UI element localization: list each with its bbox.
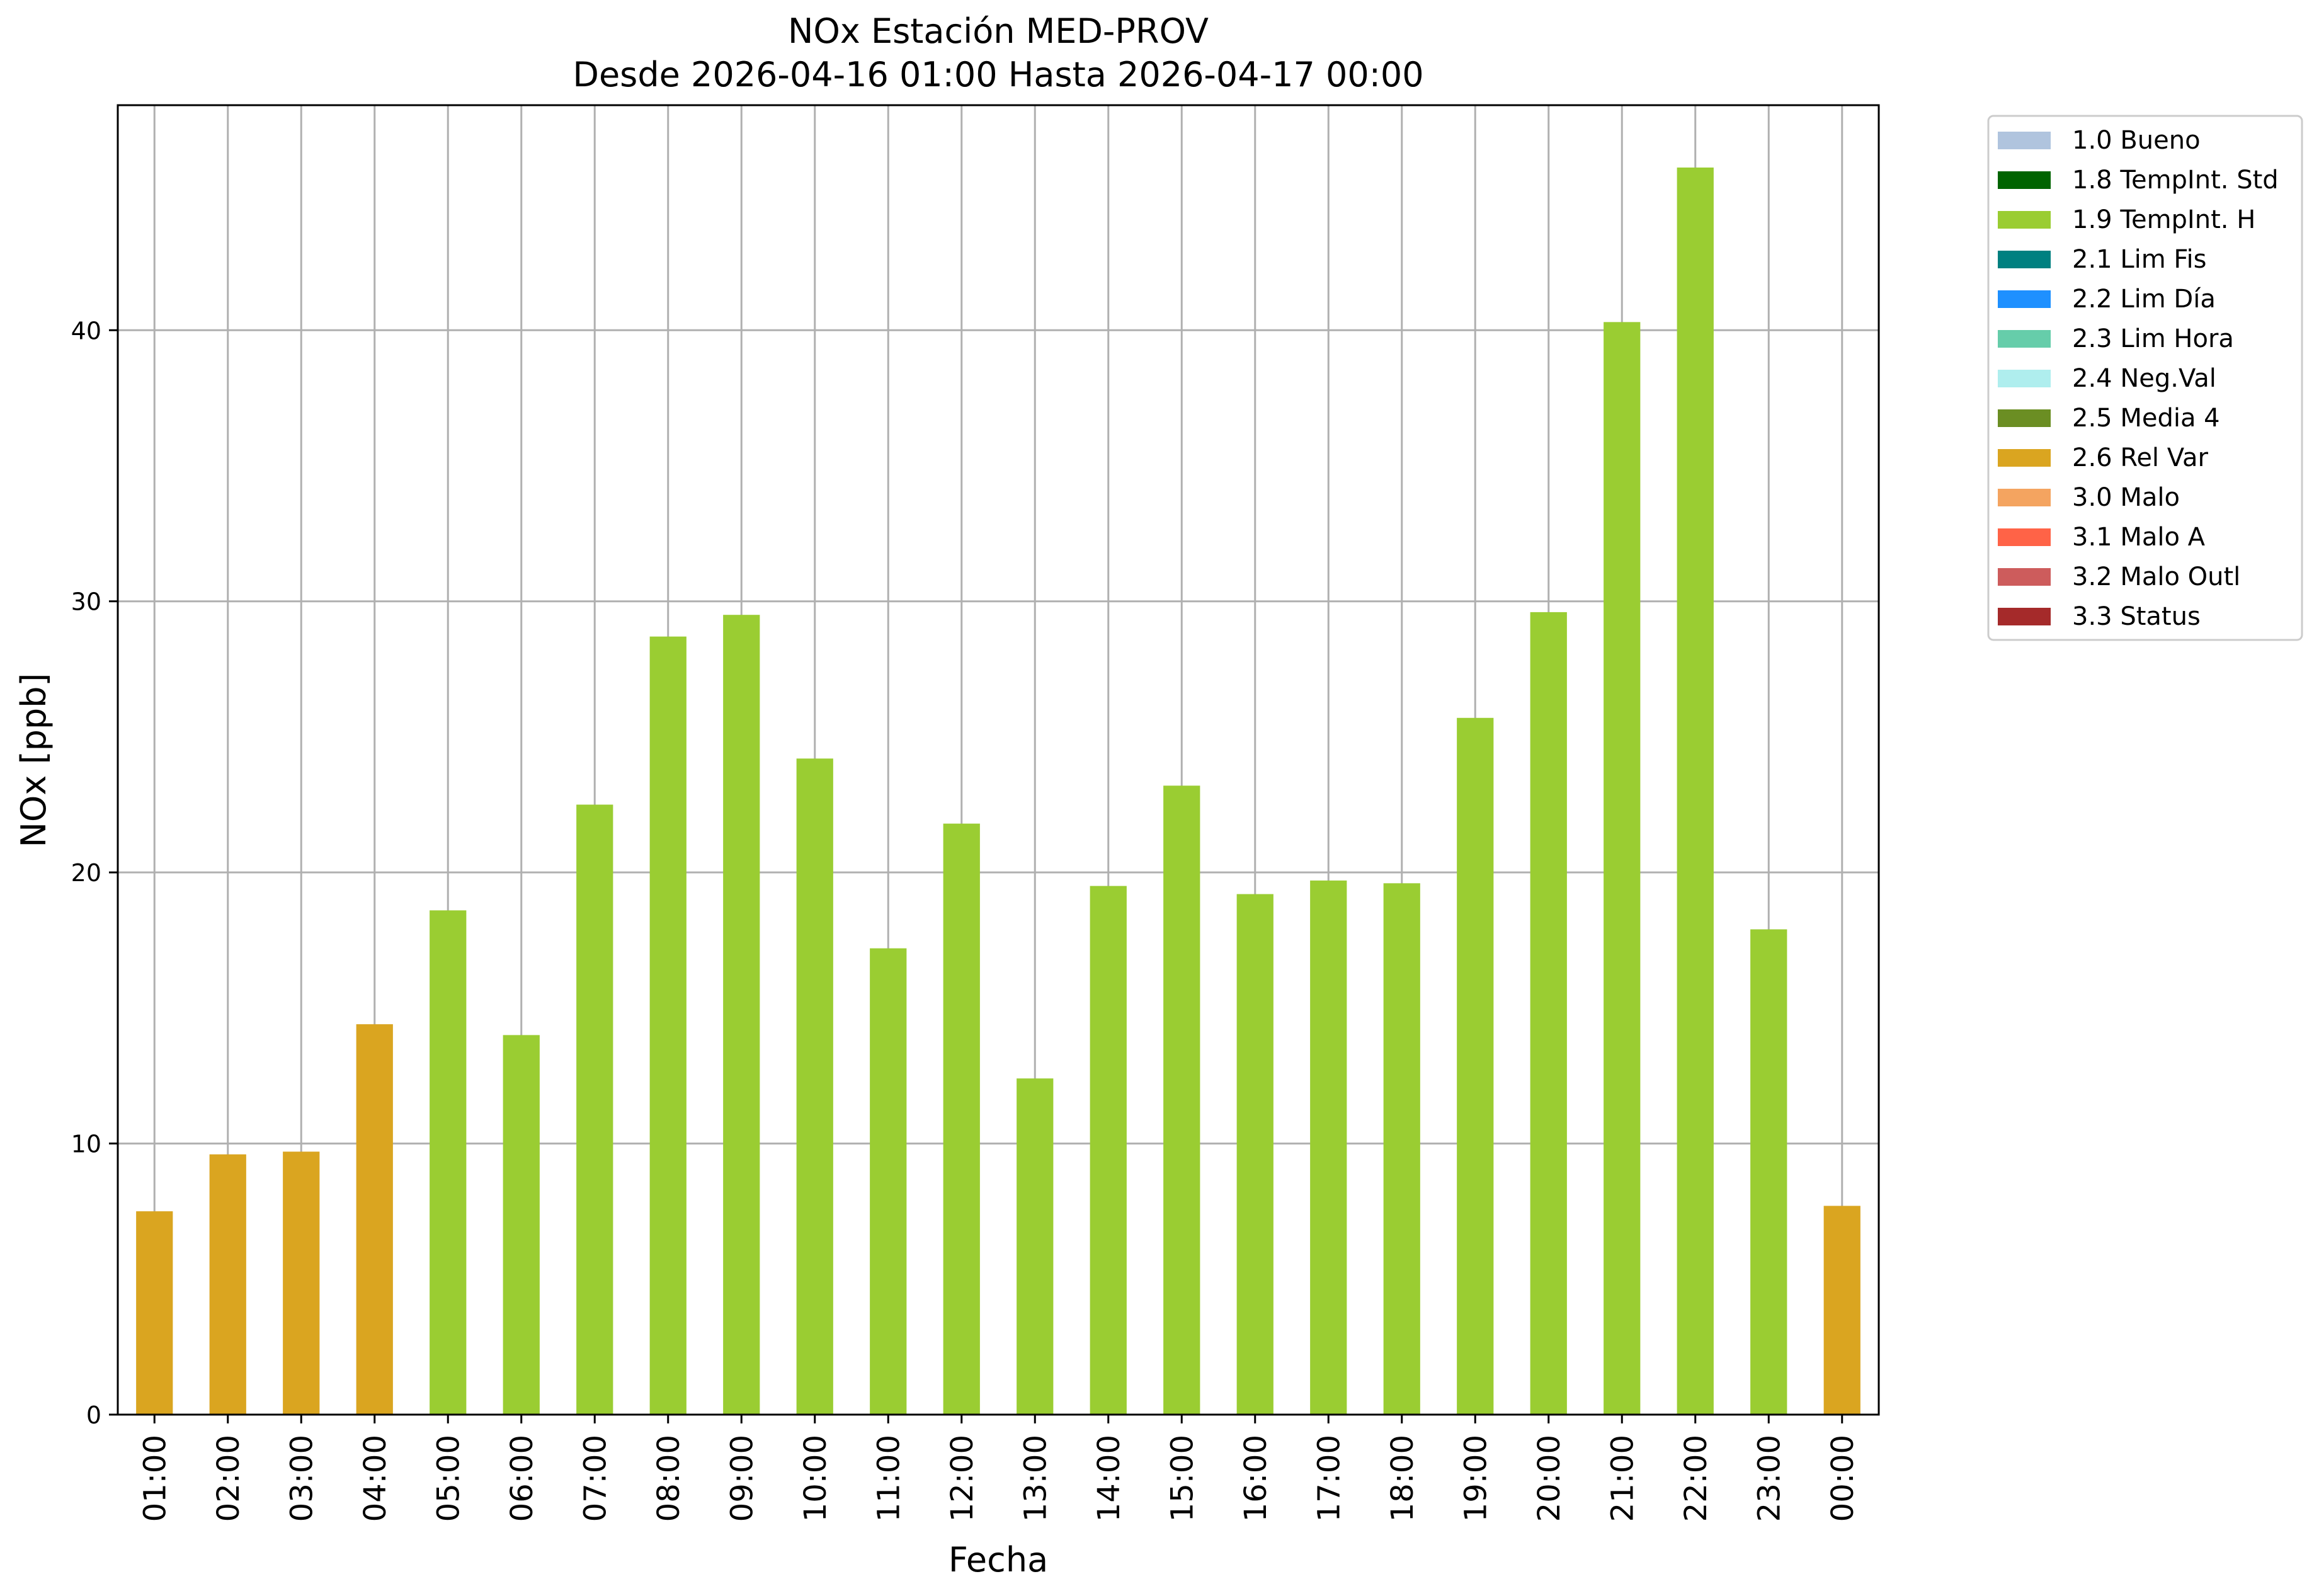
bar-2000 (1530, 612, 1567, 1415)
bar-0000 (1823, 1206, 1860, 1415)
y-tick-label: 30 (71, 588, 101, 616)
y-tick-label: 40 (71, 317, 101, 345)
legend-swatch (1998, 409, 2051, 427)
legend-label: 3.0 Malo (2072, 483, 2180, 512)
y-grid (118, 329, 1879, 1145)
bar-1200 (943, 823, 980, 1415)
x-tick-label: 07:00 (578, 1435, 613, 1522)
x-tick-label: 15:00 (1165, 1435, 1200, 1522)
legend-swatch (1998, 449, 2051, 467)
x-tick-label: 21:00 (1605, 1435, 1640, 1522)
chart-subtitle: Desde 2026-04-16 01:00 Hasta 2026-04-17 … (573, 55, 1423, 94)
x-tick-label: 10:00 (798, 1435, 833, 1522)
bar-1500 (1163, 785, 1200, 1415)
bar-1400 (1090, 886, 1127, 1415)
x-tick-label: 14:00 (1091, 1435, 1127, 1522)
bar-0100 (136, 1211, 173, 1415)
x-tick-label: 02:00 (211, 1435, 246, 1522)
bar-1700 (1310, 881, 1347, 1415)
legend-label: 3.2 Malo Outl (2072, 562, 2240, 591)
y-ticks: 0 10 20 30 40 (71, 317, 118, 1429)
bar-0700 (576, 804, 613, 1415)
x-tick-label: 04:00 (358, 1435, 393, 1522)
x-tick-label: 23:00 (1752, 1435, 1787, 1522)
x-tick-label: 01:00 (137, 1435, 173, 1522)
x-grid (153, 105, 1843, 1415)
chart-title: NOx Estación MED-PROV (788, 11, 1209, 51)
legend-swatch (1998, 290, 2051, 308)
x-tick-label: 19:00 (1458, 1435, 1493, 1522)
bar-0900 (723, 615, 760, 1415)
x-tick-label: 03:00 (284, 1435, 319, 1522)
bar-2100 (1604, 322, 1641, 1415)
legend-label: 2.2 Lim Día (2072, 285, 2216, 314)
legend-swatch (1998, 330, 2051, 348)
x-tick-label: 12:00 (945, 1435, 980, 1522)
legend-label: 2.5 Media 4 (2072, 404, 2220, 433)
bar-0300 (283, 1151, 320, 1415)
x-tick-label: 06:00 (504, 1435, 540, 1522)
legend-swatch (1998, 171, 2051, 189)
legend-label: 2.4 Neg.Val (2072, 364, 2216, 393)
plot-frame (117, 104, 1880, 1416)
y-axis-label: NOx [ppb] (14, 673, 54, 848)
legend-label: 2.6 Rel Var (2072, 443, 2209, 472)
bar-1300 (1017, 1078, 1054, 1415)
x-tick-label: 13:00 (1018, 1435, 1053, 1522)
x-tick-label: 22:00 (1678, 1435, 1714, 1522)
x-tick-label: 11:00 (871, 1435, 906, 1522)
legend-swatch (1998, 370, 2051, 387)
y-tick-label: 10 (71, 1131, 101, 1158)
bar-1000 (796, 758, 833, 1415)
x-tick-label: 08:00 (651, 1435, 687, 1522)
legend-swatch (1998, 132, 2051, 149)
x-tick-label: 05:00 (431, 1435, 466, 1522)
legend-swatch (1998, 251, 2051, 268)
x-axis-label: Fecha (949, 1540, 1048, 1580)
bars (136, 168, 1860, 1415)
bar-0800 (649, 636, 687, 1415)
x-tick-label: 20:00 (1532, 1435, 1567, 1522)
bar-1800 (1383, 883, 1420, 1415)
bar-0600 (503, 1035, 540, 1415)
bar-0200 (209, 1154, 246, 1415)
x-tick-label: 00:00 (1825, 1435, 1860, 1522)
bar-1100 (870, 948, 907, 1415)
x-tick-label: 18:00 (1385, 1435, 1420, 1522)
legend-swatch (1998, 568, 2051, 586)
legend: 1.0 Bueno 1.8 TempInt. Std 1.9 TempInt. H 2… (1987, 115, 2303, 641)
legend-swatch (1998, 489, 2051, 506)
legend-swatch (1998, 608, 2051, 625)
legend-swatch (1998, 528, 2051, 546)
bar-2300 (1750, 929, 1787, 1415)
legend-label: 1.8 TempInt. Std (2072, 166, 2279, 195)
y-tick-label: 20 (71, 859, 101, 887)
x-tick-label: 09:00 (724, 1435, 760, 1522)
legend-label: 3.3 Status (2072, 602, 2201, 631)
bar-0500 (430, 910, 467, 1415)
legend-label: 2.3 Lim Hora (2072, 324, 2234, 353)
bar-0400 (356, 1024, 393, 1415)
legend-label: 3.1 Malo A (2072, 523, 2206, 552)
y-tick-label: 0 (86, 1401, 101, 1429)
bar-1900 (1457, 717, 1494, 1415)
x-tick-label: 16:00 (1238, 1435, 1273, 1522)
x-tick-label: 17:00 (1311, 1435, 1347, 1522)
legend-label: 1.0 Bueno (2072, 126, 2201, 155)
legend-label: 2.1 Lim Fis (2072, 245, 2206, 274)
bar-1600 (1236, 894, 1273, 1415)
legend-frame (1987, 115, 2303, 641)
bar-2200 (1677, 168, 1714, 1415)
legend-swatch (1998, 211, 2051, 229)
legend-label: 1.9 TempInt. H (2072, 205, 2255, 234)
x-ticks: 01:00 02:00 03:00 04:00 05:00 06:00 07:00 08:00… (137, 1415, 1860, 1522)
